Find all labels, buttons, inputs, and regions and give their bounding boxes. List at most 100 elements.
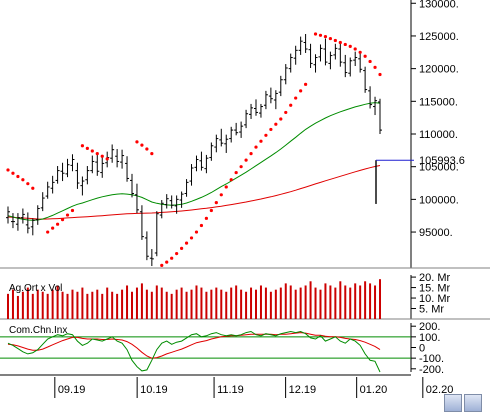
sar-point — [328, 36, 332, 41]
price-bar — [164, 194, 169, 209]
sar-point — [294, 96, 298, 100]
price-bar — [368, 86, 373, 109]
sar-point — [46, 230, 50, 234]
price-bar — [323, 38, 328, 66]
price-bar — [214, 134, 219, 153]
price-bar — [293, 45, 298, 65]
price-tick-label: 115000. — [419, 96, 458, 108]
price-bar — [249, 103, 254, 119]
price-bar — [110, 144, 115, 163]
sar-point — [135, 140, 139, 144]
price-bar — [6, 206, 10, 224]
sar-point — [100, 154, 104, 158]
sar-point — [194, 230, 199, 234]
price-bar — [100, 156, 105, 178]
sar-point — [264, 133, 268, 137]
price-bar — [308, 43, 313, 68]
price-bar — [144, 231, 149, 261]
sar-point — [95, 152, 99, 156]
price-bar — [328, 51, 333, 70]
sar-point — [145, 147, 149, 151]
sar-point — [150, 152, 154, 156]
sar-point — [239, 165, 243, 169]
price-bar — [35, 205, 40, 225]
price-tick-label: 95000. — [419, 227, 453, 239]
sar-point — [373, 65, 377, 69]
price-tick-label: 130000. — [419, 0, 459, 10]
sar-point — [304, 82, 308, 86]
price-bar — [189, 164, 194, 186]
price-bar — [134, 183, 139, 214]
price-bar — [318, 44, 323, 62]
sar-point — [175, 252, 179, 256]
price-bar — [303, 33, 308, 53]
moving-average-short-line — [7, 102, 381, 221]
sar-point — [363, 54, 367, 58]
sar-point — [323, 35, 328, 39]
cci-panel-title: Com.Chn.Inx — [9, 325, 67, 336]
price-bar — [273, 90, 278, 110]
price-bar — [90, 155, 95, 174]
price-bar — [55, 166, 60, 184]
price-bar — [174, 195, 179, 214]
price-bar — [45, 181, 50, 199]
x-tick-label: 12.19 — [289, 384, 317, 396]
x-axis: 09.19 10.19 11.19 12.19 01.20 02.20 — [0, 374, 454, 398]
price-bar — [358, 52, 363, 73]
cci-tick-label: 0 — [419, 343, 425, 355]
sar-point — [234, 170, 238, 175]
sar-point — [51, 226, 55, 230]
sar-point — [358, 50, 362, 54]
price-bar — [130, 173, 134, 198]
cci-tick-label: 200. — [419, 321, 440, 333]
price-bar — [229, 126, 234, 143]
sar-point — [80, 144, 84, 148]
price-bar — [348, 57, 353, 77]
cci-tick-label: 100. — [419, 332, 440, 344]
price-bar — [204, 154, 209, 174]
price-bar — [10, 213, 15, 229]
sar-point — [65, 213, 70, 217]
sar-point — [6, 168, 10, 172]
sar-point — [85, 146, 89, 150]
sar-point — [70, 208, 75, 213]
sar-point — [160, 263, 164, 267]
price-bar — [95, 154, 100, 176]
sar-point — [279, 117, 283, 121]
price-bar — [313, 54, 318, 73]
price-bar — [199, 151, 204, 171]
price-bar — [263, 90, 268, 110]
sar-point — [90, 149, 94, 153]
sar-point — [199, 223, 204, 228]
price-bar — [333, 43, 338, 60]
price-bar — [224, 134, 229, 153]
sar-point — [105, 157, 109, 161]
price-bar — [125, 156, 130, 182]
price-bar — [244, 109, 249, 129]
price-bar — [268, 87, 273, 104]
price-bar — [139, 205, 144, 240]
sar-point — [224, 185, 228, 189]
chart-settings-icon[interactable] — [464, 394, 482, 412]
sar-point — [165, 260, 169, 264]
sar-point — [378, 72, 382, 77]
sar-point — [60, 218, 65, 222]
price-bar — [363, 66, 368, 93]
x-tick-label: 02.20 — [426, 384, 454, 396]
price-bar — [65, 158, 70, 178]
sar-point — [348, 44, 352, 49]
price-panel: 130000. 125000. 120000. 115000. 110000. 10500… — [0, 0, 490, 269]
sar-point — [274, 122, 278, 126]
price-bar — [288, 53, 293, 73]
sar-point — [284, 110, 288, 115]
sar-point — [353, 47, 357, 51]
chart-tool-icon[interactable] — [444, 394, 462, 412]
sar-point — [170, 256, 174, 260]
sar-point — [209, 208, 213, 213]
volume-tick-label: 10. Mr — [419, 293, 451, 305]
price-bar — [179, 191, 184, 208]
price-bar — [194, 155, 199, 172]
price-bar — [234, 122, 239, 136]
sar-point — [140, 143, 144, 147]
